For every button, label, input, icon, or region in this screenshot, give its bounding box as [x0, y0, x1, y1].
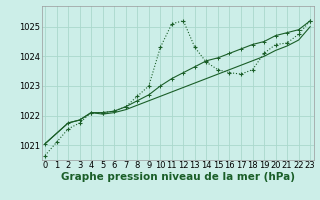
X-axis label: Graphe pression niveau de la mer (hPa): Graphe pression niveau de la mer (hPa) — [60, 172, 295, 182]
